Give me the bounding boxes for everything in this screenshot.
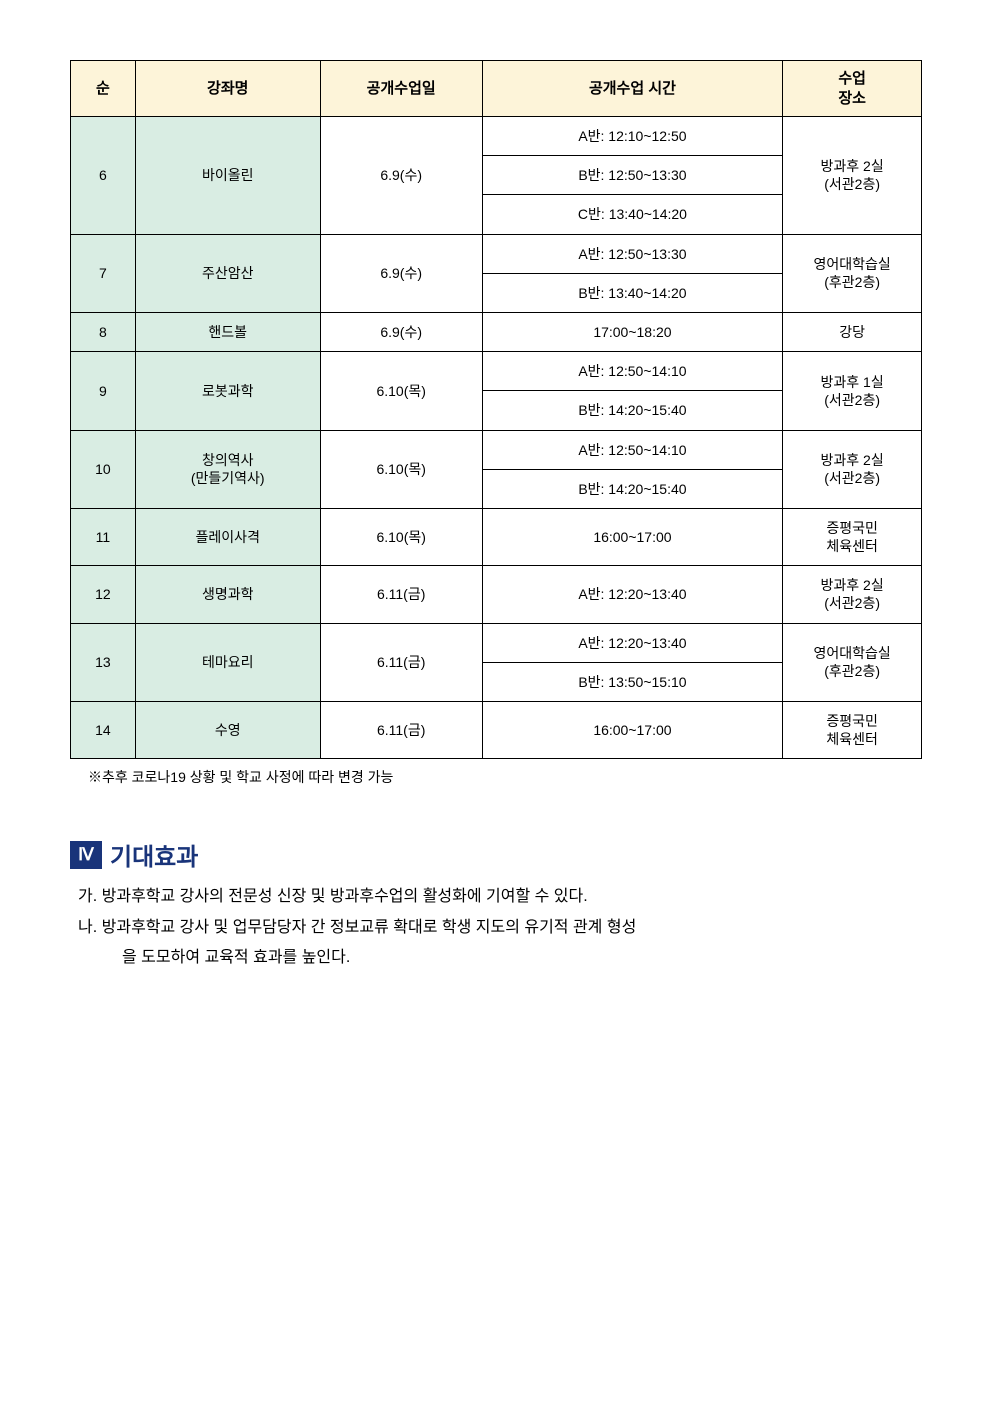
cell-course: 생명과학	[135, 566, 320, 623]
table-row: 8핸드볼6.9(수)17:00~18:20강당	[71, 312, 922, 351]
cell-course: 테마요리	[135, 623, 320, 701]
col-header-course: 강좌명	[135, 61, 320, 117]
cell-course: 로봇과학	[135, 352, 320, 430]
cell-time: C반: 13:40~14:20	[482, 195, 783, 234]
cell-date: 6.9(수)	[320, 312, 482, 351]
cell-date: 6.11(금)	[320, 702, 482, 759]
cell-num: 8	[71, 312, 136, 351]
item-text-line2: 을 도모하여 교육적 효과를 높인다.	[78, 943, 922, 973]
cell-location: 방과후 2실(서관2층)	[783, 430, 922, 508]
cell-course: 바이올린	[135, 117, 320, 235]
cell-date: 6.11(금)	[320, 623, 482, 701]
table-row: 11플레이사격6.10(목)16:00~17:00증평국민체육센터	[71, 508, 922, 565]
cell-time: B반: 14:20~15:40	[482, 391, 783, 430]
cell-time: 16:00~17:00	[482, 702, 783, 759]
cell-num: 9	[71, 352, 136, 430]
cell-time: A반: 12:20~13:40	[482, 566, 783, 623]
col-header-num: 순	[71, 61, 136, 117]
col-header-location: 수업장소	[783, 61, 922, 117]
cell-num: 12	[71, 566, 136, 623]
item-prefix: 가.	[78, 888, 97, 905]
cell-course: 핸드볼	[135, 312, 320, 351]
cell-course: 주산암산	[135, 234, 320, 312]
cell-time: B반: 12:50~13:30	[482, 156, 783, 195]
cell-date: 6.11(금)	[320, 566, 482, 623]
section-heading: Ⅳ 기대효과	[70, 837, 922, 872]
item-text: 방과후학교 강사의 전문성 신장 및 방과후수업의 활성화에 기여할 수 있다.	[102, 888, 588, 905]
cell-date: 6.10(목)	[320, 508, 482, 565]
section-title: 기대효과	[110, 837, 198, 872]
col-header-date: 공개수업일	[320, 61, 482, 117]
cell-date: 6.9(수)	[320, 234, 482, 312]
cell-num: 14	[71, 702, 136, 759]
cell-location: 방과후 1실(서관2층)	[783, 352, 922, 430]
cell-location: 영어대학습실(후관2층)	[783, 623, 922, 701]
cell-time: 17:00~18:20	[482, 312, 783, 351]
table-row: 7주산암산6.9(수)A반: 12:50~13:30영어대학습실(후관2층)	[71, 234, 922, 273]
cell-num: 7	[71, 234, 136, 312]
table-row: 14수영6.11(금)16:00~17:00증평국민체육센터	[71, 702, 922, 759]
cell-num: 10	[71, 430, 136, 508]
table-row: 13테마요리6.11(금)A반: 12:20~13:40영어대학습실(후관2층)	[71, 623, 922, 662]
footnote-text: ※추후 코로나19 상황 및 학교 사정에 따라 변경 가능	[88, 767, 922, 787]
cell-time: A반: 12:50~14:10	[482, 352, 783, 391]
cell-course: 플레이사격	[135, 508, 320, 565]
table-row: 10창의역사(만들기역사)6.10(목)A반: 12:50~14:10방과후 2…	[71, 430, 922, 469]
cell-time: A반: 12:20~13:40	[482, 623, 783, 662]
table-row: 6바이올린6.9(수)A반: 12:10~12:50방과후 2실(서관2층)	[71, 117, 922, 156]
cell-location: 증평국민체육센터	[783, 508, 922, 565]
cell-course: 수영	[135, 702, 320, 759]
col-header-time: 공개수업 시간	[482, 61, 783, 117]
cell-location: 방과후 2실(서관2층)	[783, 566, 922, 623]
cell-num: 13	[71, 623, 136, 701]
cell-time: A반: 12:50~13:30	[482, 234, 783, 273]
cell-num: 6	[71, 117, 136, 235]
schedule-table-body: 6바이올린6.9(수)A반: 12:10~12:50방과후 2실(서관2층)B반…	[71, 117, 922, 759]
list-item: 나. 방과후학교 강사 및 업무담당자 간 정보교류 확대로 학생 지도의 유기…	[78, 913, 922, 974]
effects-list: 가. 방과후학교 강사의 전문성 신장 및 방과후수업의 활성화에 기여할 수 …	[70, 882, 922, 973]
table-row: 9로봇과학6.10(목)A반: 12:50~14:10방과후 1실(서관2층)	[71, 352, 922, 391]
cell-time: A반: 12:10~12:50	[482, 117, 783, 156]
cell-time: A반: 12:50~14:10	[482, 430, 783, 469]
table-header-row: 순 강좌명 공개수업일 공개수업 시간 수업장소	[71, 61, 922, 117]
table-row: 12생명과학6.11(금)A반: 12:20~13:40방과후 2실(서관2층)	[71, 566, 922, 623]
cell-location: 증평국민체육센터	[783, 702, 922, 759]
section-badge: Ⅳ	[70, 841, 102, 869]
cell-time: B반: 13:50~15:10	[482, 662, 783, 701]
list-item: 가. 방과후학교 강사의 전문성 신장 및 방과후수업의 활성화에 기여할 수 …	[78, 882, 922, 912]
cell-location: 방과후 2실(서관2층)	[783, 117, 922, 235]
item-text-line1: 방과후학교 강사 및 업무담당자 간 정보교류 확대로 학생 지도의 유기적 관…	[102, 919, 637, 936]
cell-date: 6.10(목)	[320, 352, 482, 430]
cell-course: 창의역사(만들기역사)	[135, 430, 320, 508]
item-prefix: 나.	[78, 919, 97, 936]
cell-num: 11	[71, 508, 136, 565]
cell-date: 6.10(목)	[320, 430, 482, 508]
cell-date: 6.9(수)	[320, 117, 482, 235]
schedule-table: 순 강좌명 공개수업일 공개수업 시간 수업장소 6바이올린6.9(수)A반: …	[70, 60, 922, 759]
cell-location: 강당	[783, 312, 922, 351]
cell-location: 영어대학습실(후관2층)	[783, 234, 922, 312]
cell-time: 16:00~17:00	[482, 508, 783, 565]
cell-time: B반: 13:40~14:20	[482, 273, 783, 312]
cell-time: B반: 14:20~15:40	[482, 469, 783, 508]
